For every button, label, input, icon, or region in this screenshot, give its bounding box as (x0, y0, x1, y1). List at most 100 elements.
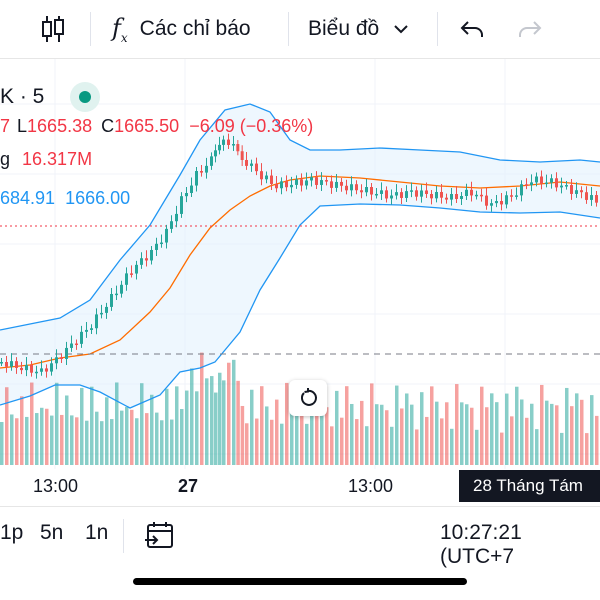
volume-bar (85, 420, 89, 465)
candle-body (10, 361, 13, 367)
indicators-button[interactable]: fx Các chỉ báo (112, 0, 251, 58)
candle-body (400, 192, 403, 198)
volume-bar (20, 396, 24, 465)
volume-bar (540, 384, 544, 465)
candle-body (175, 213, 178, 222)
candle-body (395, 192, 398, 196)
volume-bar (305, 423, 309, 465)
volume-bar (95, 411, 99, 465)
volume-bar (255, 418, 259, 465)
timeframe-1n[interactable]: 1n (85, 521, 109, 544)
volume-label: g (0, 149, 11, 169)
candle-body (140, 258, 143, 265)
volume-bar (315, 409, 319, 465)
candle-body (100, 312, 103, 315)
candle-body (490, 203, 493, 206)
candle-body (60, 357, 63, 359)
volume-bar (75, 417, 79, 465)
volume-bar (525, 417, 529, 465)
candle-body (365, 187, 368, 193)
candle-body (232, 144, 235, 146)
volume-bar (115, 382, 119, 465)
candle-body (300, 179, 303, 186)
candle-body (270, 175, 273, 184)
top-toolbar: fx Các chỉ báo Biểu đồ (0, 0, 600, 59)
volume-bar (590, 395, 594, 465)
bollinger-lower-line (0, 203, 600, 409)
volume-bar (485, 407, 489, 465)
chart-type-dropdown[interactable]: Biểu đồ (308, 0, 409, 58)
volume-bar (415, 429, 419, 465)
bottom-bar: 1p 5n 1n 10:27:21 (UTC+7 (0, 506, 600, 571)
timeframe-1p[interactable]: 1p (0, 521, 24, 544)
volume-bar (175, 386, 179, 465)
candle-body (510, 195, 513, 197)
candle-body (405, 191, 408, 198)
volume-bar (580, 399, 584, 465)
volume-bar (170, 419, 174, 465)
volume-bar (490, 393, 494, 465)
volume-bar (495, 402, 499, 465)
volume-bar (570, 406, 574, 465)
volume-row: g 16.317M (0, 149, 92, 170)
bollinger-row: 684.91 1666.00 (0, 188, 130, 209)
volume-bar (210, 376, 214, 465)
volume-bar (400, 408, 404, 465)
candle-body (570, 185, 573, 194)
go-to-date-button[interactable] (143, 519, 175, 556)
candle-body (170, 221, 173, 229)
volume-bar (135, 418, 139, 465)
volume-bar (40, 407, 44, 465)
volume-bar (250, 389, 254, 465)
toolbar-divider (437, 12, 438, 46)
volume-bar (530, 403, 534, 465)
live-status-dot (70, 82, 101, 112)
candles-icon[interactable] (40, 0, 66, 58)
volume-bar (155, 412, 159, 465)
volume-bar (320, 393, 324, 465)
candle-body (180, 196, 183, 214)
candle-body (495, 201, 498, 204)
chart-area[interactable]: K · 5 7 L 1665.38 C 1665.50 −6.09 (−0.36… (0, 59, 600, 469)
redo-button[interactable] (518, 0, 542, 58)
candle-body (330, 181, 333, 188)
volume-bar (140, 383, 144, 465)
candle-body (65, 347, 68, 359)
redo-icon (519, 21, 542, 37)
undo-button[interactable] (460, 0, 484, 58)
volume-bar (515, 386, 519, 465)
candle-body (560, 185, 563, 188)
volume-bar (265, 406, 269, 465)
candle-body (575, 190, 578, 194)
candle-body (390, 195, 393, 199)
timeframe-5n[interactable]: 5n (40, 521, 64, 544)
volume-bar (360, 400, 364, 465)
candle-body (95, 314, 98, 329)
volume-bar (370, 383, 374, 465)
candle-body (55, 357, 58, 364)
volume-bar (236, 380, 240, 465)
candle-body (590, 195, 593, 200)
volume-bar (335, 390, 339, 465)
volume-bar (500, 432, 504, 465)
x-axis-label: 27 (178, 476, 199, 496)
volume-bar (355, 419, 359, 465)
clock-timezone[interactable]: 10:27:21 (UTC+7 (440, 521, 522, 568)
candle-body (580, 190, 583, 193)
candle-body (214, 150, 217, 157)
volume-bar (200, 352, 204, 465)
candle-body (505, 195, 508, 205)
symbol-row[interactable]: K · 5 (0, 82, 101, 112)
volume-bar (365, 426, 369, 465)
candle-body (305, 180, 308, 186)
candle-body (150, 249, 153, 261)
volume-bar (90, 386, 94, 465)
volume-bar (440, 418, 444, 465)
bollinger-band-fill (0, 104, 600, 408)
ohlc-row: 7 L 1665.38 C 1665.50 −6.09 (−0.36%) (0, 116, 313, 137)
volume-bar (60, 414, 64, 465)
candle-body (260, 171, 263, 180)
candle-body (325, 180, 328, 182)
reset-chart-button[interactable] (289, 380, 327, 416)
volume-bar (270, 419, 274, 465)
